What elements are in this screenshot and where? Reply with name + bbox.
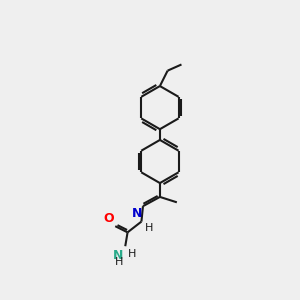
Text: H: H (145, 223, 153, 233)
Text: N: N (132, 207, 142, 220)
Text: O: O (104, 212, 115, 225)
Text: H: H (115, 257, 123, 267)
Text: H: H (128, 248, 136, 259)
Text: N: N (112, 248, 123, 262)
